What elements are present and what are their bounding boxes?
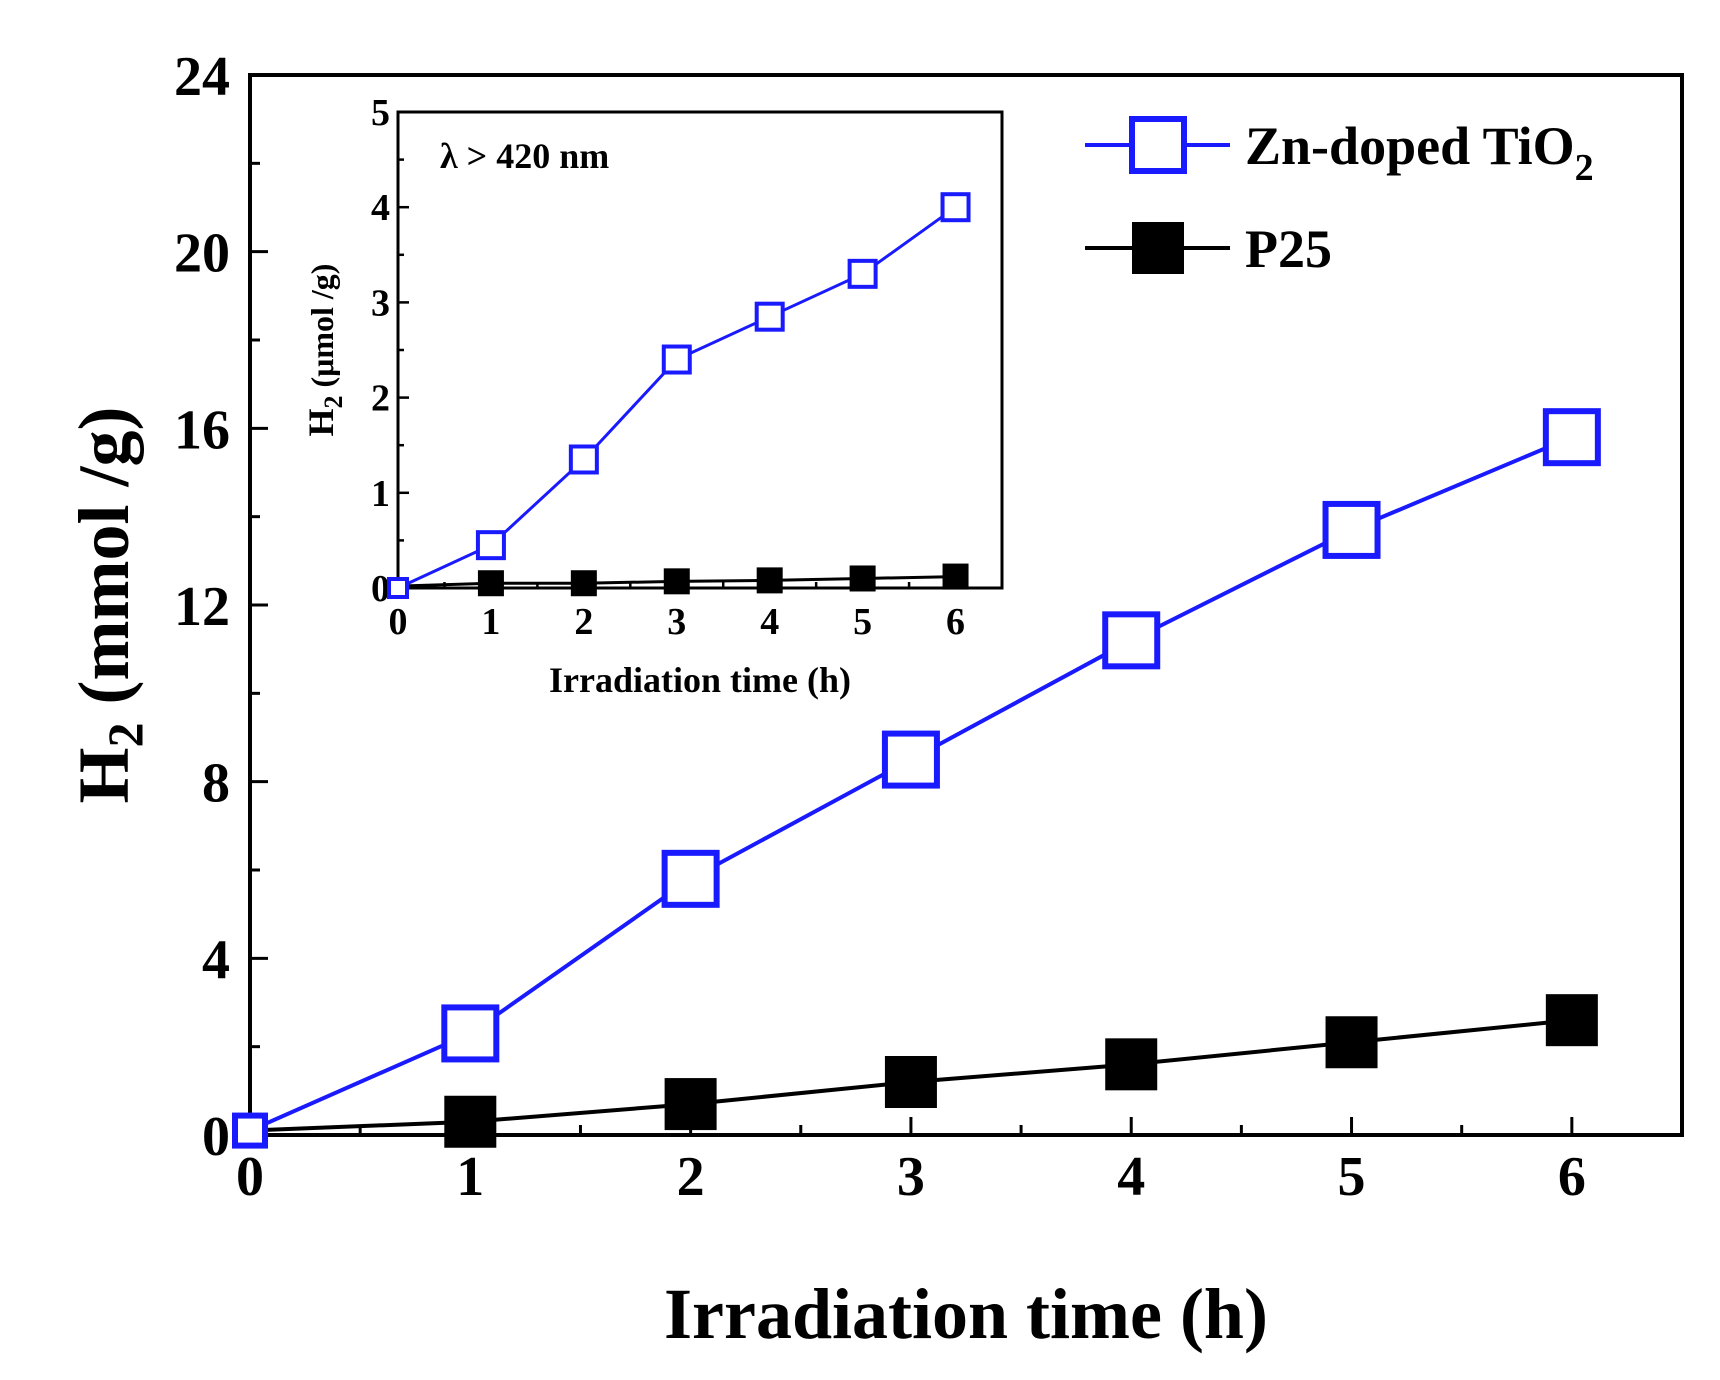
main-y-axis-title-subscript: 2 — [97, 722, 153, 747]
inset-y-tick-label: 2 — [371, 378, 390, 420]
inset-y-tick-label: 3 — [371, 282, 390, 324]
legend-p25-marker — [1132, 222, 1184, 274]
main-y-tick-label: 0 — [202, 1106, 230, 1168]
inset-x-tick-label: 3 — [667, 601, 686, 643]
legend-zn-marker — [1129, 116, 1187, 174]
main-x-axis-title: Irradiation time (h) — [664, 1274, 1268, 1354]
main-zn-doped-tio2-marker — [1102, 611, 1161, 670]
inset-y-tick-label: 0 — [371, 568, 390, 610]
inset-zn-doped-tio2-marker — [661, 344, 692, 375]
main-x-tick-label: 1 — [456, 1146, 484, 1208]
inset-y-tick-label: 1 — [371, 473, 390, 515]
main-zn-doped-tio2-marker — [661, 849, 720, 908]
main-x-tick-label: 4 — [1117, 1146, 1145, 1208]
inset-zn-doped-tio2-marker — [475, 530, 506, 561]
inset-p25-marker — [570, 570, 597, 597]
main-y-axis-title: H2 (mmol /g) — [64, 407, 153, 804]
inset-y-axis-title-subscript: 2 — [319, 395, 348, 408]
inset-p25-marker — [477, 570, 504, 597]
inset-x-tick-label: 6 — [946, 601, 965, 643]
legend-p25-label-main: P25 — [1245, 219, 1332, 279]
main-p25-marker — [1105, 1038, 1158, 1091]
main-zn-doped-tio2-marker — [441, 1004, 500, 1063]
main-p25-marker — [1325, 1016, 1378, 1069]
main-x-tick-label: 6 — [1558, 1146, 1586, 1208]
main-x-tick-label: 5 — [1338, 1146, 1366, 1208]
main-y-axis-title-unit: (mmol /g) — [64, 407, 144, 723]
main-zn-doped-tio2-marker — [232, 1112, 268, 1149]
legend-zn-label-main: Zn-doped TiO — [1245, 116, 1575, 176]
legend: Zn-doped TiO2 P25 — [1085, 116, 1594, 279]
main-x-tick-label: 2 — [677, 1146, 705, 1208]
main-p25-marker — [1545, 994, 1598, 1047]
inset-y-axis-title-h: H — [301, 408, 341, 436]
main-series-group — [232, 408, 1601, 1149]
main-x-tick-label: 0 — [236, 1146, 264, 1208]
inset-x-tick-label: 1 — [481, 601, 500, 643]
inset-zn-doped-tio2-marker — [568, 444, 599, 475]
inset-x-tick-label: 2 — [574, 601, 593, 643]
main-zn-doped-tio2-marker — [881, 730, 940, 789]
main-y-tick-label: 4 — [202, 929, 230, 991]
inset-zn-doped-tio2-marker — [940, 192, 971, 223]
main-y-tick-label: 8 — [202, 753, 230, 815]
inset-zn-doped-tio2-marker — [754, 301, 785, 332]
inset-x-axis-title: Irradiation time (h) — [549, 660, 851, 700]
main-y-tick-label: 12 — [174, 576, 230, 638]
inset-wavelength-annotation: λ > 420 nm — [440, 136, 609, 176]
inset-p25-marker — [756, 567, 783, 594]
inset-zn-doped-tio2-marker — [387, 577, 409, 599]
main-zn-doped-tio2-marker — [1542, 408, 1601, 467]
main-y-tick-label: 20 — [174, 223, 230, 285]
inset-y-axis-title-unit: (μmol /g) — [304, 264, 340, 396]
main-zn-doped-tio2-marker — [1322, 500, 1381, 559]
inset-y-tick-label: 4 — [371, 187, 390, 229]
legend-zn-label: Zn-doped TiO2 — [1245, 116, 1594, 189]
legend-zn-label-subscript: 2 — [1575, 147, 1594, 189]
main-y-tick-label: 24 — [174, 46, 230, 108]
main-x-tick-label: 3 — [897, 1146, 925, 1208]
inset-x-tick-label: 4 — [760, 601, 779, 643]
inset-p25-marker — [663, 568, 690, 595]
inset-x-tick-label: 5 — [853, 601, 872, 643]
main-y-tick-label: 16 — [174, 399, 230, 461]
inset-zn-doped-tio2-marker — [847, 258, 878, 289]
inset-p25-marker — [849, 565, 876, 592]
main-p25-marker — [884, 1056, 937, 1108]
inset-y-axis-title: H2 (μmol /g) — [301, 264, 348, 437]
main-p25-marker — [444, 1095, 497, 1148]
inset-x-tick-label: 0 — [389, 601, 408, 643]
main-p25-marker — [664, 1078, 717, 1131]
inset-series-group — [387, 192, 971, 599]
inset-p25-marker — [942, 563, 969, 590]
legend-p25-label: P25 — [1245, 219, 1332, 279]
main-y-axis-title-h: H — [64, 747, 144, 803]
inset-y-tick-label: 5 — [371, 92, 390, 134]
